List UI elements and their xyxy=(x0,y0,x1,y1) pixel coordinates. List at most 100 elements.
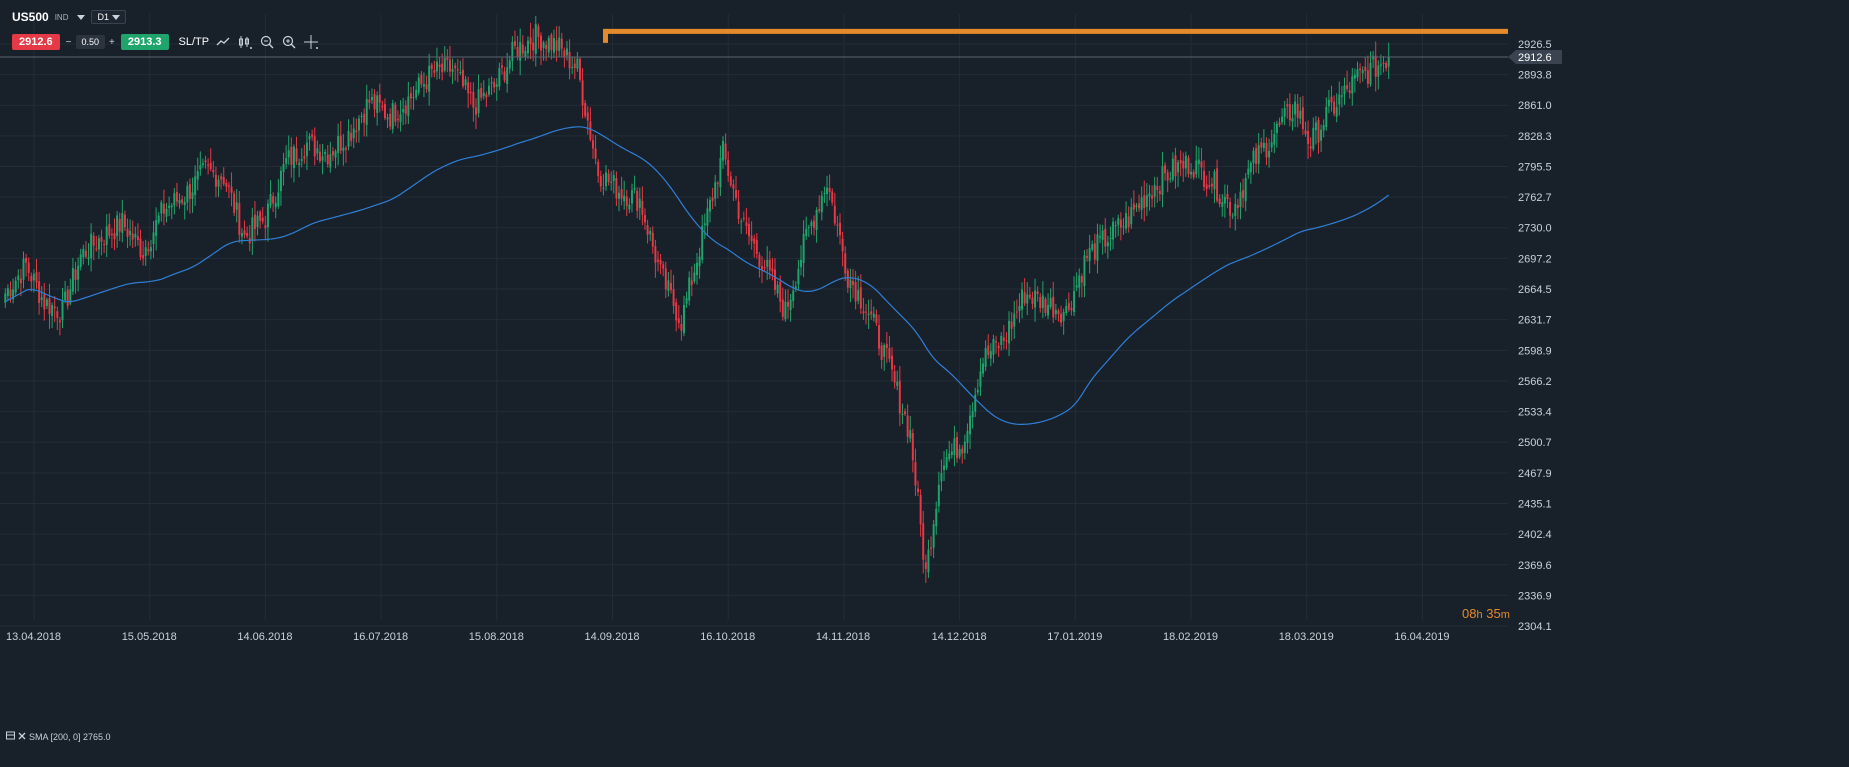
candle-body xyxy=(1372,55,1375,60)
candle-body xyxy=(794,286,797,289)
candle-body xyxy=(1255,147,1258,164)
candle-body xyxy=(428,65,431,92)
candle-body xyxy=(852,280,855,285)
candle-body xyxy=(435,61,438,72)
candle-body xyxy=(1236,205,1239,209)
spread-minus-button[interactable]: − xyxy=(65,36,72,48)
candle-body xyxy=(1169,178,1172,180)
candle-body xyxy=(508,60,511,69)
candle-body xyxy=(615,177,618,199)
candle-body xyxy=(493,81,496,88)
x-tick-label: 16.07.2018 xyxy=(353,631,408,643)
symbol-label[interactable]: US500 xyxy=(12,10,49,24)
candle-body xyxy=(227,185,230,187)
candle-body xyxy=(836,224,839,226)
candle-body xyxy=(19,278,22,284)
crosshair-icon[interactable] xyxy=(303,34,319,50)
candle-body xyxy=(1179,160,1182,164)
candle-body xyxy=(61,300,64,321)
candle-body xyxy=(32,273,35,281)
candle-body xyxy=(209,162,212,170)
candle-body xyxy=(1387,56,1390,67)
zoom-out-icon[interactable] xyxy=(259,34,275,50)
buy-button[interactable]: 2913.3 xyxy=(120,34,169,50)
zoom-in-icon[interactable] xyxy=(281,34,297,50)
candle-body xyxy=(1122,226,1125,228)
candle-body xyxy=(222,176,225,184)
candle-body xyxy=(813,220,816,228)
sltp-button[interactable]: SL/TP xyxy=(178,36,210,48)
sell-button[interactable]: 2912.6 xyxy=(12,34,60,50)
candle-body xyxy=(316,148,319,154)
candle-body xyxy=(207,164,210,166)
candle-body xyxy=(152,232,155,244)
candle-body xyxy=(298,162,301,166)
candle-body xyxy=(1148,193,1151,197)
candle-body xyxy=(532,42,535,51)
market-tag[interactable]: IND xyxy=(54,12,69,22)
candle-body xyxy=(1054,309,1057,315)
candle-body xyxy=(1132,203,1135,210)
x-tick-label: 15.08.2018 xyxy=(469,631,524,643)
candle-body xyxy=(1291,118,1294,122)
candle-body xyxy=(1021,289,1024,310)
indicator-label: SMA [200, 0] 2765.0 xyxy=(29,731,111,742)
candle-body xyxy=(1119,219,1122,228)
candle-body xyxy=(87,257,90,259)
candle-body xyxy=(677,318,680,323)
candle-body xyxy=(1015,311,1018,313)
candle-body xyxy=(282,164,285,172)
candle-body xyxy=(1278,122,1281,126)
candle-body xyxy=(1138,203,1141,209)
candle-body xyxy=(14,280,17,293)
candle-body xyxy=(1361,70,1364,74)
spread-plus-button[interactable]: + xyxy=(109,36,115,48)
candle-body xyxy=(696,262,698,276)
candle-body xyxy=(1265,143,1268,158)
candle-body xyxy=(1351,76,1354,94)
candle-body xyxy=(370,97,373,101)
candle-body xyxy=(1171,158,1174,180)
candle-body xyxy=(971,410,974,418)
indicator-settings-icon[interactable] xyxy=(6,731,15,742)
candle-body xyxy=(17,275,20,280)
candle-body xyxy=(378,94,381,103)
candle-body xyxy=(1130,207,1133,225)
candle-body xyxy=(500,65,503,68)
x-tick-label: 15.05.2018 xyxy=(122,631,177,643)
candle-body xyxy=(1192,171,1195,178)
candle-body xyxy=(194,176,197,196)
candle-body xyxy=(285,158,288,164)
candle-body xyxy=(498,68,501,87)
candle-body xyxy=(66,289,69,306)
timeframe-selector[interactable]: D1 xyxy=(91,10,126,24)
candle-body xyxy=(279,170,282,192)
candle-body xyxy=(1322,125,1325,131)
candle-body xyxy=(1190,171,1193,175)
candle-body xyxy=(709,200,711,212)
candle-body xyxy=(79,254,82,268)
candle-body xyxy=(761,266,763,270)
candle-body xyxy=(313,136,316,157)
candle-body xyxy=(547,37,550,53)
resistance-handle xyxy=(603,28,608,43)
candle-body xyxy=(1218,198,1221,204)
line-chart-icon[interactable] xyxy=(215,34,231,50)
candle-body xyxy=(404,105,407,114)
candle-body xyxy=(1047,304,1050,316)
candle-body xyxy=(787,302,790,307)
symbol-dropdown-icon[interactable] xyxy=(77,14,86,20)
candle-body xyxy=(576,58,579,69)
y-tick-label: 2861.0 xyxy=(1518,100,1552,112)
candle-body xyxy=(610,181,613,183)
candle-body xyxy=(396,119,399,121)
candle-body xyxy=(865,311,868,313)
y-tick-label: 2730.0 xyxy=(1518,223,1552,235)
candle-body xyxy=(22,258,25,280)
candles-type-icon[interactable] xyxy=(237,34,253,50)
candle-body xyxy=(274,202,277,208)
candle-body xyxy=(854,282,857,302)
candle-body xyxy=(1049,298,1052,307)
indicator-remove-icon[interactable] xyxy=(18,732,26,742)
